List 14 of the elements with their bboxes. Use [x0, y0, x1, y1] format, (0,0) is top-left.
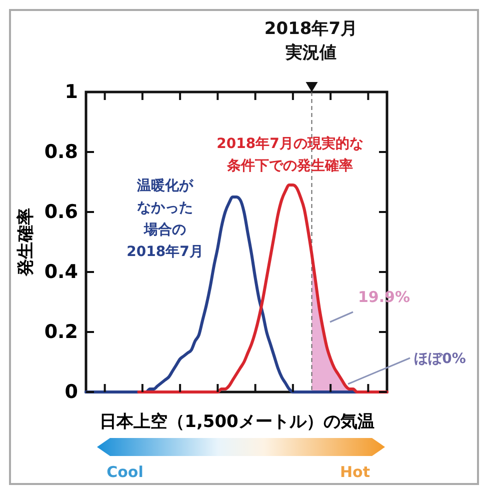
text: ほぼ0% [414, 351, 466, 367]
y-tick-label: 0 [64, 381, 78, 403]
series-label: 温暖化がなかった場合の2018年7月 [126, 177, 204, 260]
x-axis-title: 日本上空（1,500メートル）の気温 [100, 412, 374, 432]
y-tick-label: 0.2 [44, 321, 78, 343]
text: Cool [106, 463, 144, 481]
y-tick-label: 0.8 [44, 141, 78, 163]
y-axis-title: 発生確率 [16, 208, 36, 277]
text: 2018年7月実況値 [264, 19, 358, 63]
y-tick-label: 1 [64, 81, 78, 103]
text: 2018年7月の現実的な条件下での発生確率 [216, 135, 364, 174]
text: Hot [340, 463, 370, 481]
y-tick-label: 0.4 [44, 261, 78, 283]
y-tick-label: 0.6 [44, 201, 78, 223]
